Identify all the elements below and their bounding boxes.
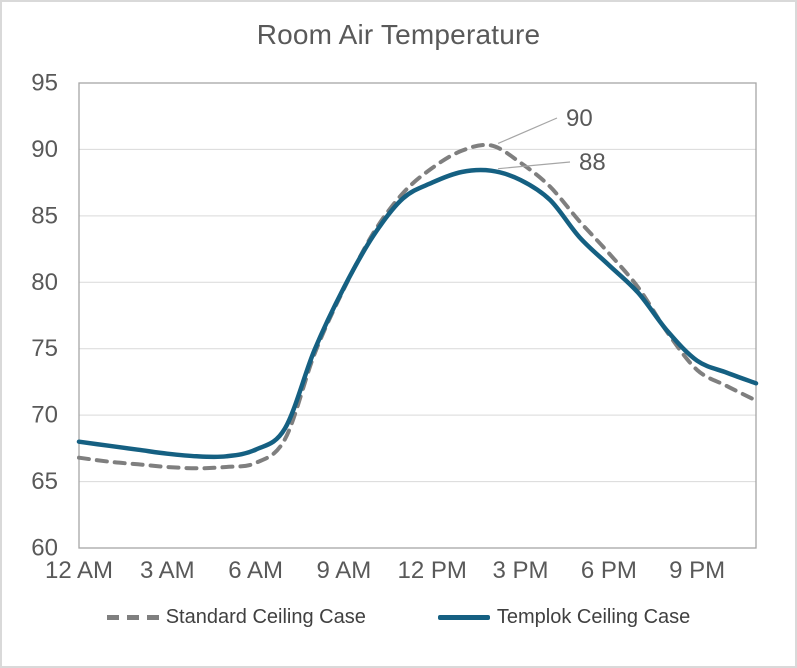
legend-label-templok-ceiling-case: Templok Ceiling Case (496, 606, 691, 628)
annotation-label: 90 (566, 105, 593, 132)
y-axis-label: 65 (31, 468, 58, 495)
chart-plot: 60 65 70 75 80 85 90 95 12 AM 3 AM 6 AM 9 AM 12 PM 3 … (31, 70, 759, 584)
y-axis-label: 85 (31, 202, 58, 229)
y-axis-label: 75 (31, 335, 58, 362)
x-axis-label: 6 PM (581, 557, 637, 584)
legend-label-standard-ceiling-case: Standard Ceiling Case (165, 606, 366, 628)
series-line-standard-ceiling-case (77, 142, 758, 471)
x-axis-label: 9 AM (317, 557, 372, 584)
legend: Standard Ceiling Case Templok Ceiling Ca… (2, 606, 795, 629)
x-axis-label: 12 AM (45, 557, 113, 584)
chart-title: Room Air Temperature (256, 19, 541, 50)
series-line-templok-ceiling-case (76, 167, 759, 460)
y-axis-label: 80 (31, 269, 58, 296)
x-axis-label: 3 PM (493, 557, 549, 584)
legend-item-standard-ceiling-case: Standard Ceiling Case (106, 606, 366, 629)
annotation-leader-line (497, 117, 558, 144)
legend-item-templok-ceiling-case: Templok Ceiling Case (437, 606, 691, 629)
y-axis-label: 90 (31, 136, 58, 163)
x-axis-label: 9 PM (669, 557, 725, 584)
annotation-leader-line (498, 161, 571, 170)
x-axis-label: 12 PM (398, 557, 467, 584)
solid-line-sample-icon (437, 615, 490, 620)
x-axis-label: 6 AM (228, 557, 283, 584)
x-axis-label: 3 AM (140, 557, 195, 584)
plot-border (78, 82, 757, 549)
y-axis-label: 95 (31, 70, 58, 97)
dashed-line-sample-icon (106, 615, 159, 620)
y-axis-label: 60 (31, 535, 58, 562)
annotation-label: 88 (579, 149, 606, 176)
y-axis-label: 70 (31, 402, 58, 429)
